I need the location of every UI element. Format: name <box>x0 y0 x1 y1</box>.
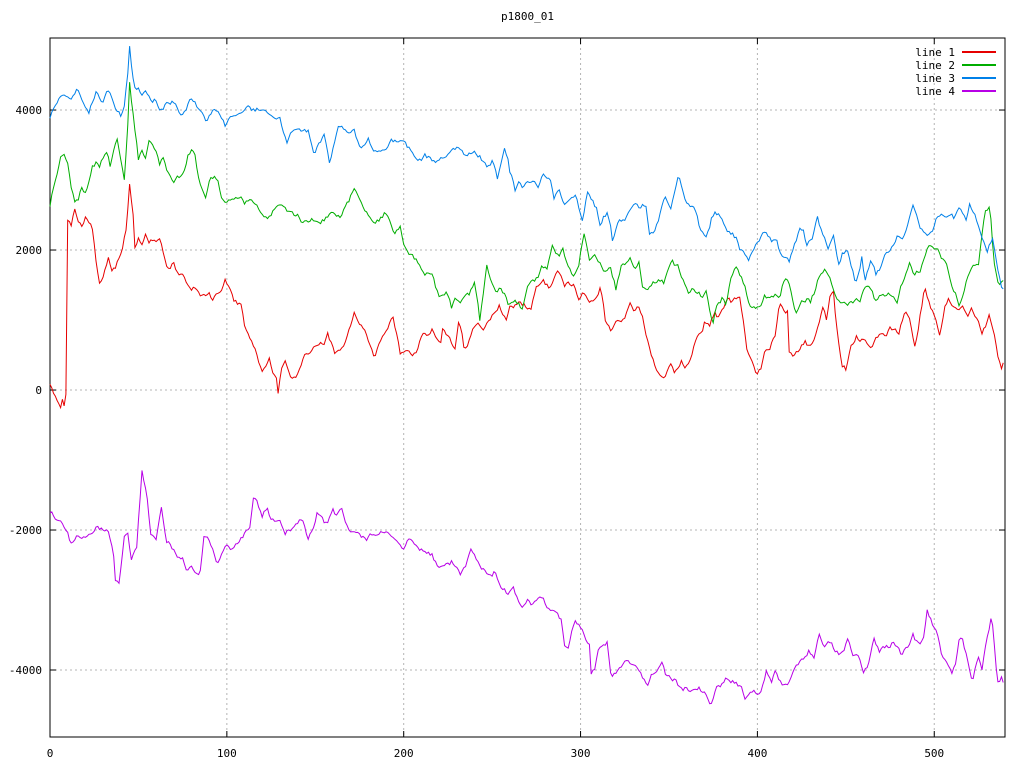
y-tick-label: 2000 <box>16 244 43 257</box>
chart-title: p1800_01 <box>501 10 554 23</box>
plot-border <box>49 37 1006 738</box>
legend-label: line 3 <box>915 72 955 85</box>
x-tick-label: 500 <box>924 747 944 760</box>
series-line-4 <box>49 470 1004 705</box>
legend-label: line 4 <box>915 85 955 98</box>
x-tick-label: 100 <box>217 747 237 760</box>
x-tick-label: 0 <box>47 747 54 760</box>
series-line-2 <box>49 82 1004 325</box>
y-tick-label: -2000 <box>9 524 42 537</box>
x-tick-label: 400 <box>747 747 767 760</box>
legend-label: line 1 <box>915 46 955 59</box>
y-tick-label: -4000 <box>9 664 42 677</box>
y-tick-label: 0 <box>35 384 42 397</box>
x-tick-label: 300 <box>571 747 591 760</box>
legend-label: line 2 <box>915 59 955 72</box>
series-line-1 <box>49 183 1004 410</box>
y-tick-label: 4000 <box>16 104 43 117</box>
series-line-3 <box>49 46 1004 290</box>
x-tick-label: 200 <box>394 747 414 760</box>
